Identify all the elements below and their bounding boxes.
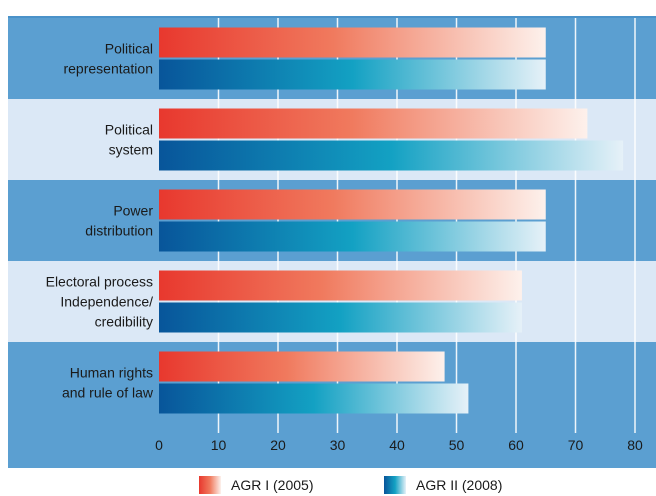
category-label: representation <box>63 61 153 77</box>
x-tick-label: 30 <box>330 437 346 453</box>
x-tick-label: 20 <box>270 437 286 453</box>
x-tick-label: 70 <box>568 437 584 453</box>
bar-agr1 <box>159 351 445 382</box>
x-tick-label: 10 <box>211 437 227 453</box>
legend: AGR I (2005) AGR II (2008) <box>0 476 656 496</box>
category-label: Human rights <box>70 365 153 381</box>
category-label: Political <box>105 122 153 138</box>
top-border <box>8 16 656 18</box>
x-tick-label: 40 <box>389 437 405 453</box>
bar-agr2 <box>159 383 469 414</box>
bar-agr1 <box>159 27 546 58</box>
bar-agr1 <box>159 108 588 139</box>
legend-label-series-1: AGR I (2005) <box>231 477 314 493</box>
top-spacer <box>8 9 656 18</box>
category-label: credibility <box>95 314 153 330</box>
category-label: distribution <box>85 223 153 239</box>
category-label: Electoral process <box>46 274 153 290</box>
bar-agr2 <box>159 302 522 333</box>
bar-agr1 <box>159 270 522 301</box>
x-tick-label: 0 <box>155 437 163 453</box>
legend-item-series-2: AGR II (2008) <box>384 476 502 494</box>
category-label: Independence/ <box>60 294 153 310</box>
category-label: Political <box>105 41 153 57</box>
legend-swatch-blue <box>384 476 406 494</box>
category-label: Power <box>113 203 153 219</box>
category-label: and rule of law <box>62 385 154 401</box>
x-tick-label: 50 <box>449 437 465 453</box>
bar-agr1 <box>159 189 546 220</box>
legend-item-series-1: AGR I (2005) <box>199 476 313 494</box>
category-label: system <box>109 142 153 158</box>
legend-swatch-red <box>199 476 221 494</box>
x-tick-label: 80 <box>627 437 643 453</box>
bar-agr2 <box>159 140 624 171</box>
bar-agr2 <box>159 59 546 90</box>
axis-band <box>8 423 656 468</box>
x-tick-label: 60 <box>508 437 524 453</box>
bar-agr2 <box>159 221 546 252</box>
bar-chart: Political representation Political system Po… <box>8 9 656 468</box>
legend-label-series-2: AGR II (2008) <box>416 477 503 493</box>
